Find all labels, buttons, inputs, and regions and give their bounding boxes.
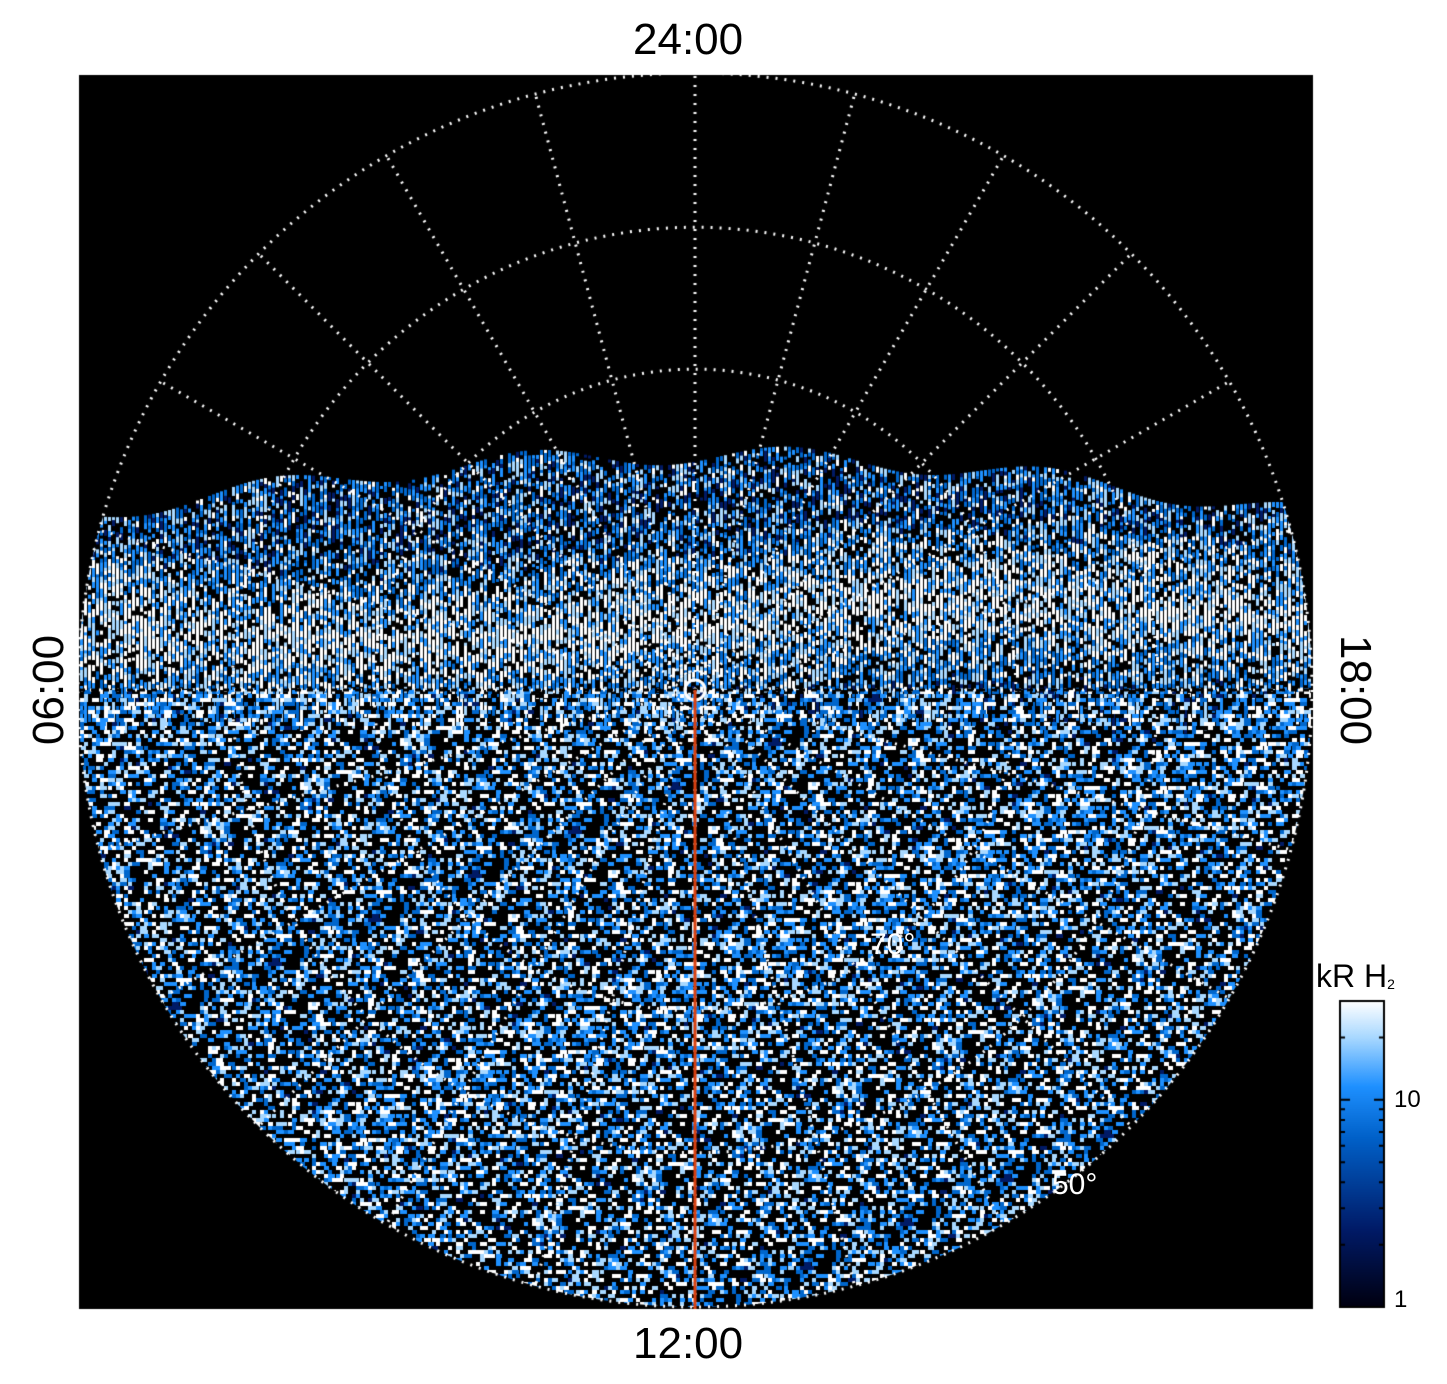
colorbar-tick-10: 10 <box>1394 1086 1421 1113</box>
latitude-label-70: 70° <box>870 928 916 961</box>
colorbar-title-main: kR H <box>1316 958 1388 994</box>
local-time-label-left: 06:00 <box>24 634 74 746</box>
colorbar-title-subscript: 2 <box>1387 976 1395 992</box>
colorbar-tick-1: 1 <box>1394 1286 1408 1313</box>
local-time-label-right: 18:00 <box>1331 634 1381 746</box>
local-time-label-top: 24:00 <box>633 15 744 64</box>
local-time-label-bottom: 12:00 <box>633 1319 744 1368</box>
colorbar-title: kR H2 <box>1316 958 1395 995</box>
latitude-label-50: 50° <box>1052 1168 1098 1201</box>
